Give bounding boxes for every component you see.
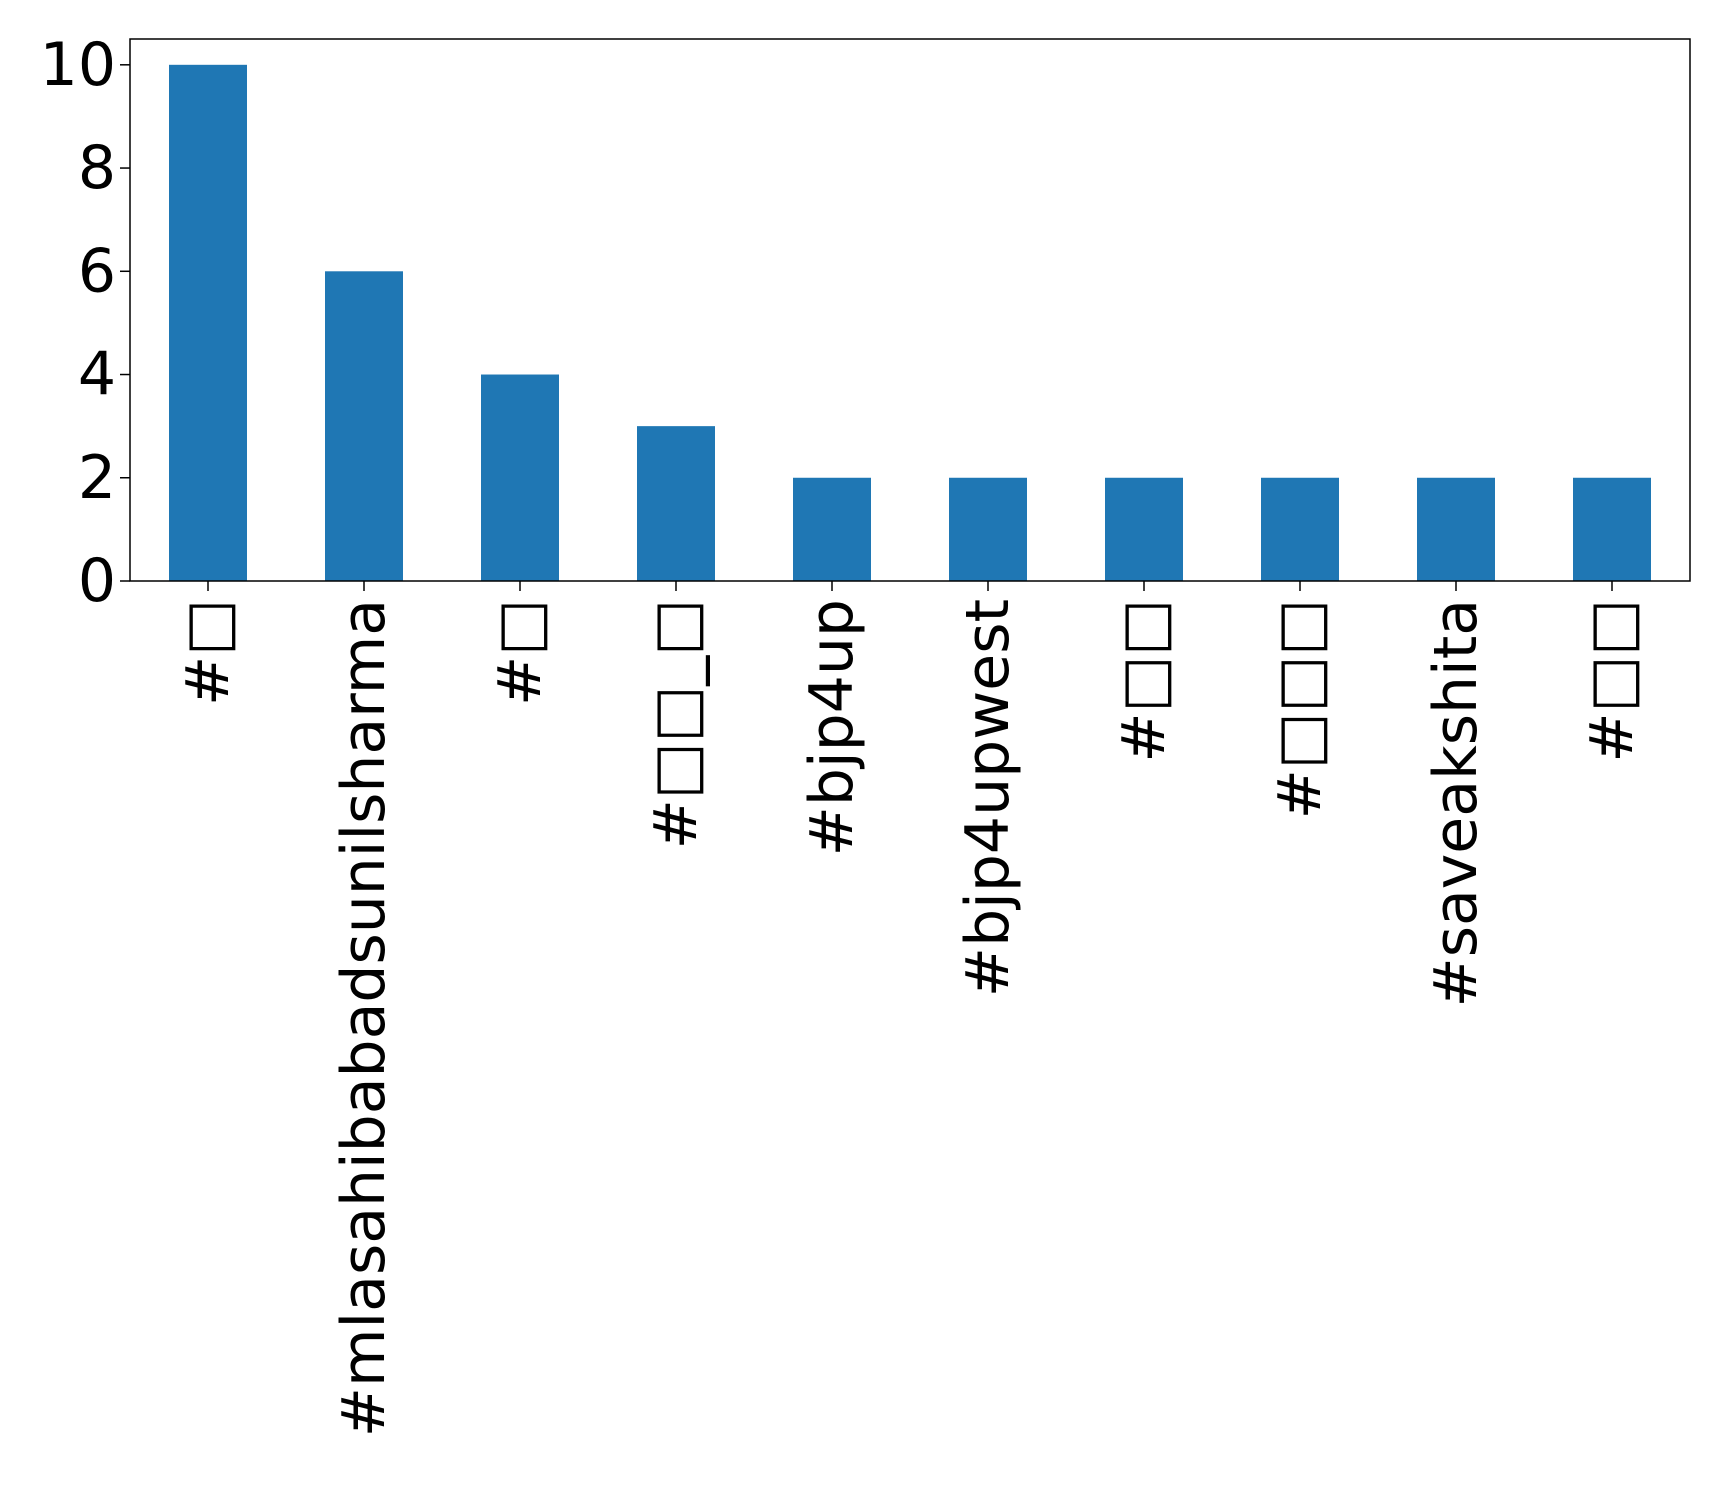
bar-9 xyxy=(1573,477,1651,581)
x-tick-label: #saveakshita xyxy=(1421,599,1491,1008)
x-axis: #□ #mlasahibabadsunilsharma #□ #□□_□ #bjp4up… xyxy=(173,581,1647,1437)
axes-frame xyxy=(129,38,1691,582)
y-tick-label: 10 xyxy=(40,30,116,100)
bar-7 xyxy=(1261,477,1339,581)
x-tick-label: #□□ xyxy=(1109,599,1179,763)
y-tick-label: 6 xyxy=(78,236,116,306)
bar-6 xyxy=(1105,477,1183,581)
bars-layer xyxy=(169,64,1651,581)
bar-4 xyxy=(793,477,871,581)
y-tick-label: 0 xyxy=(78,546,116,616)
bar-1 xyxy=(325,271,403,581)
bar-0 xyxy=(169,64,247,581)
y-axis: 0 2 4 6 8 10 xyxy=(40,30,130,616)
y-tick-label: 2 xyxy=(78,443,116,513)
x-tick-label: #bjp4up xyxy=(797,599,867,856)
bar-8 xyxy=(1417,477,1495,581)
x-tick-label: #bjp4upwest xyxy=(953,599,1023,997)
x-tick-label: #mlasahibabadsunilsharma xyxy=(329,599,399,1437)
y-tick-label: 4 xyxy=(78,340,116,410)
bar-2 xyxy=(481,374,559,581)
x-tick-label: #□□_□ xyxy=(641,599,711,849)
x-tick-label: #□ xyxy=(173,599,243,706)
x-tick-label: #□□□ xyxy=(1265,599,1335,819)
bar-3 xyxy=(637,426,715,581)
bar-5 xyxy=(949,477,1027,581)
x-tick-label: #□ xyxy=(485,599,555,706)
y-tick-label: 8 xyxy=(78,133,116,203)
x-tick-label: #□□ xyxy=(1577,599,1647,763)
